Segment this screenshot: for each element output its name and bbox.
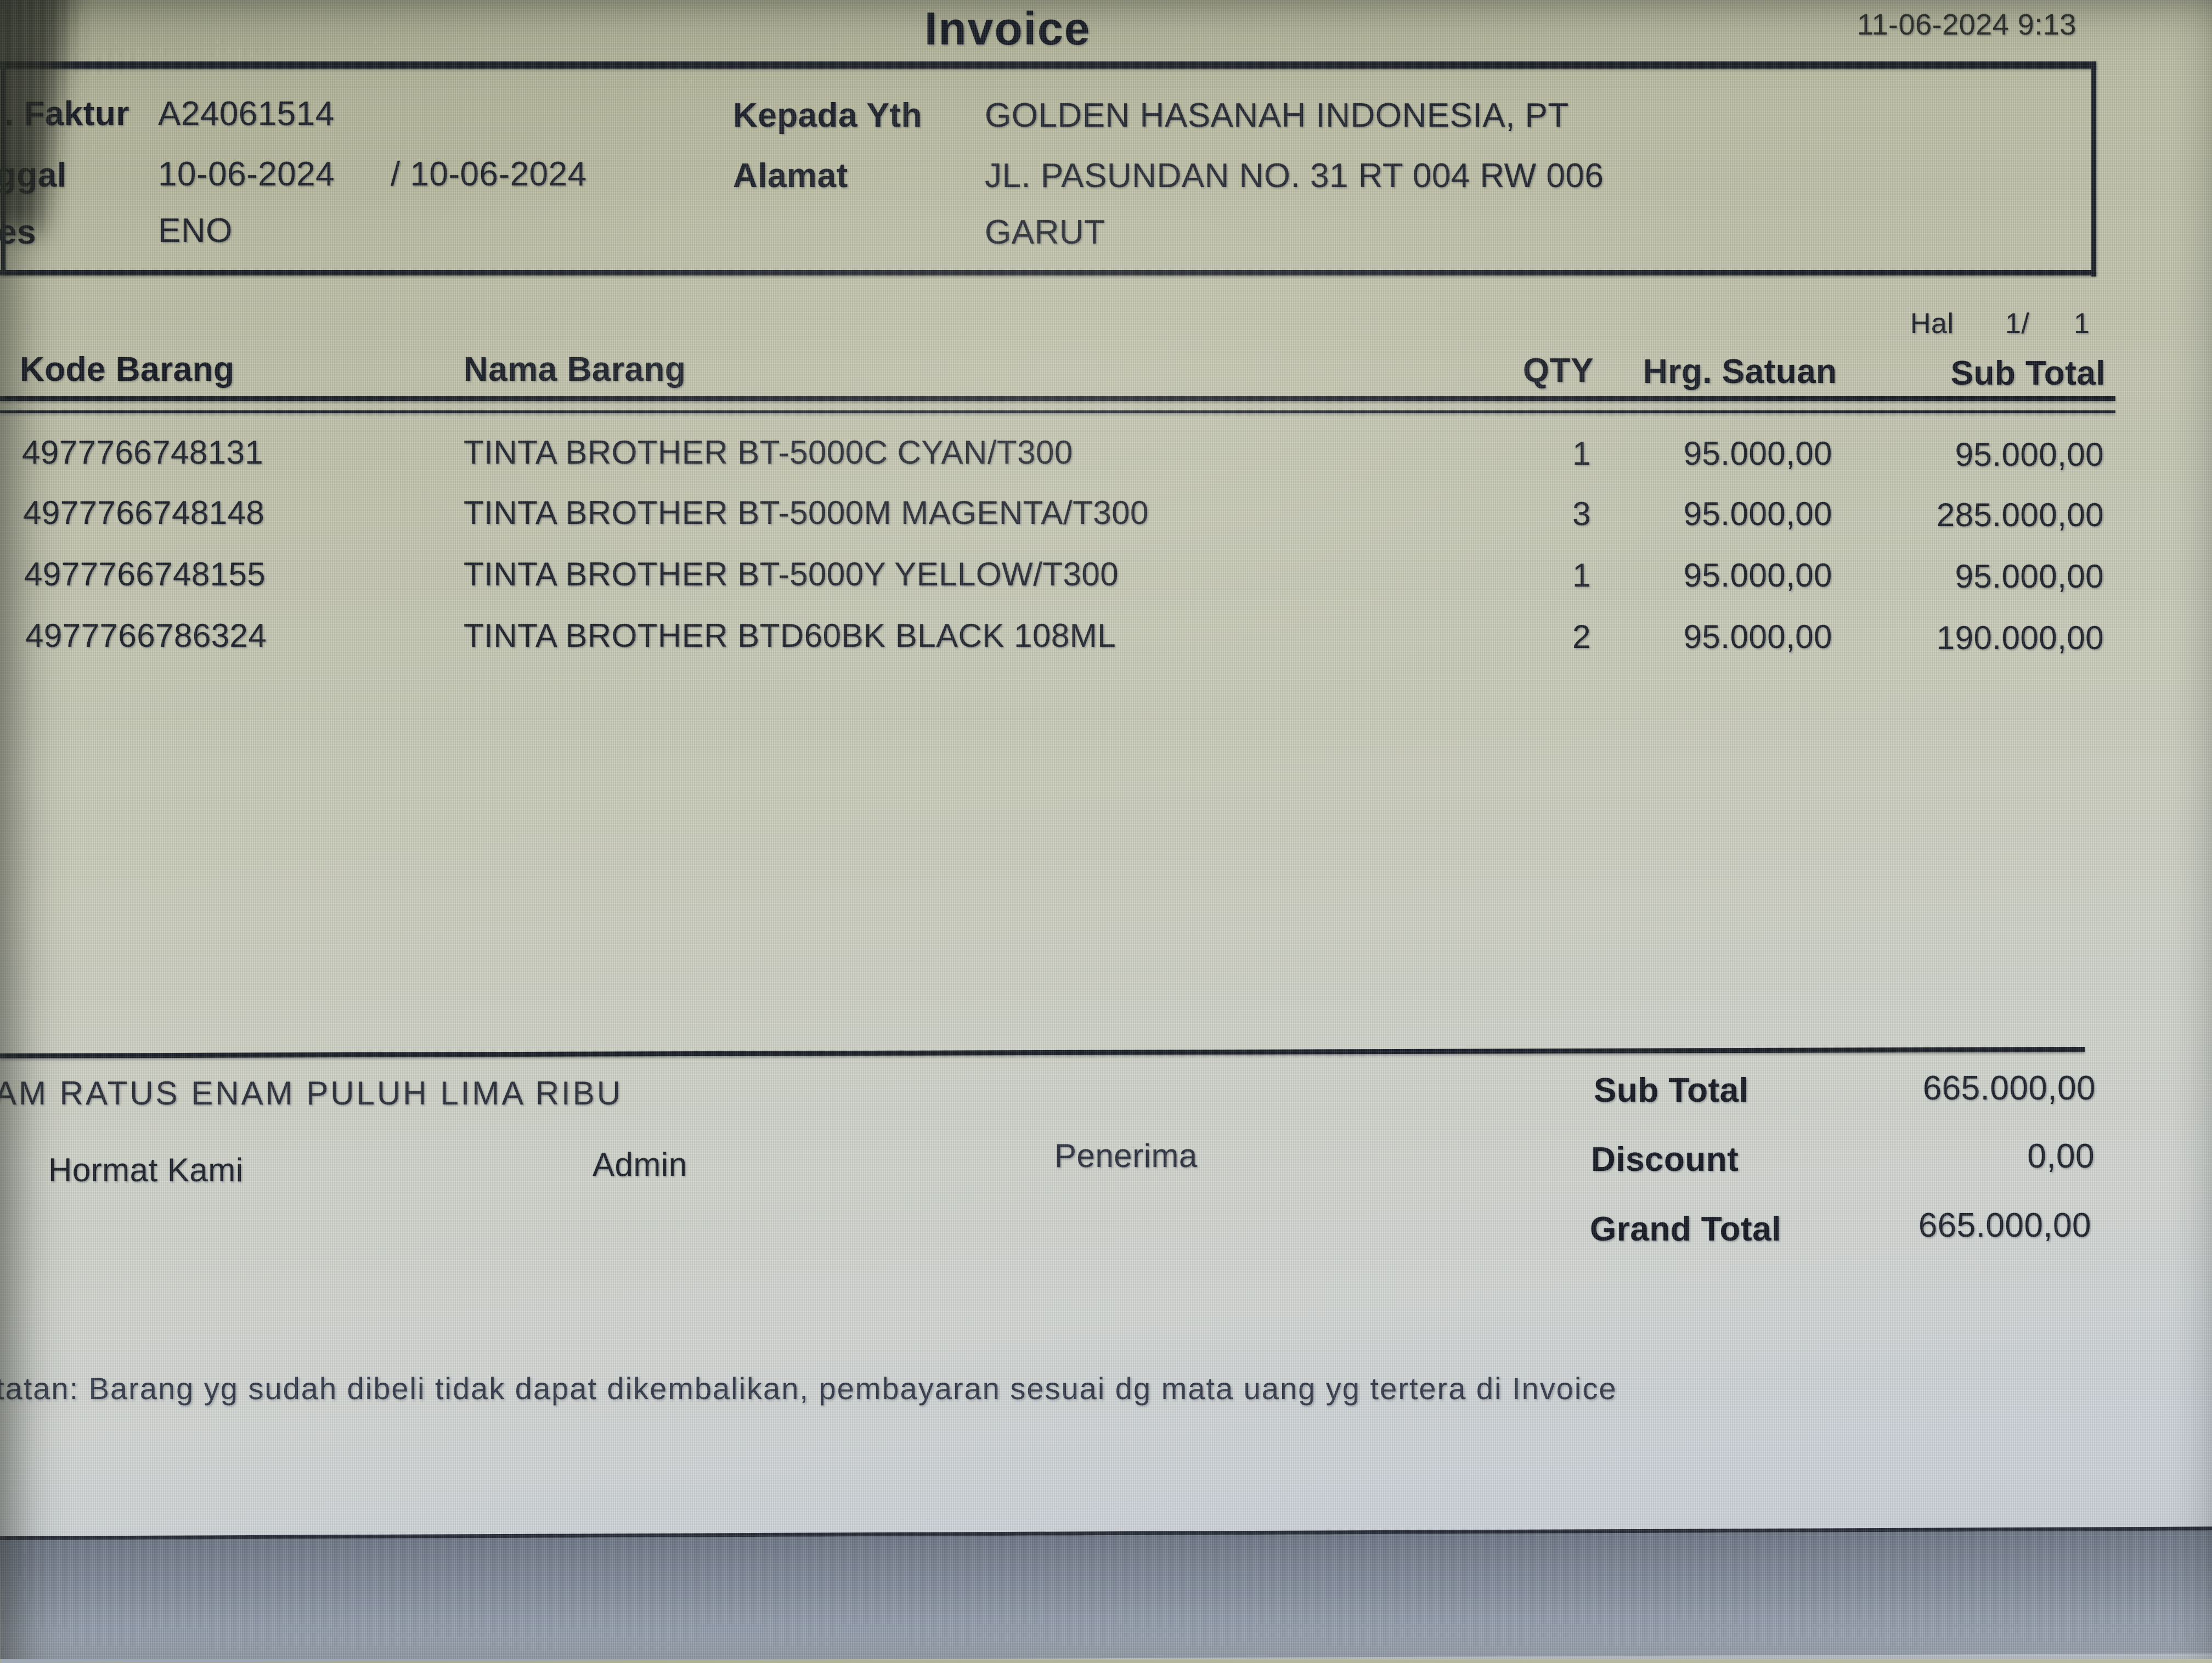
row-subtotal: 95.000,00 [1955,436,2104,473]
table-header-rule-thick [0,396,2115,401]
row-qty: 1 [1572,435,1591,472]
tanggal-value: 10-06-2024 [158,155,335,193]
row-kode: 4977766748131 [22,434,264,471]
col-header-subtotal: Sub Total [1950,354,2106,392]
row-qty: 1 [1572,557,1591,594]
kepada-value: GOLDEN HASANAH INDONESIA, PT [985,97,1569,134]
row-hrg: 95.000,00 [1683,435,1832,472]
col-header-nama: Nama Barang [464,351,686,388]
header-box-bottom-border [0,270,2096,275]
signature-admin: Admin [592,1146,687,1183]
row-hrg: 95.000,00 [1683,618,1832,655]
discount-value: 0,00 [2027,1137,2095,1175]
amount-in-words: AM RATUS ENAM PULUH LIMA RIBU [0,1075,623,1112]
grand-total-label: Grand Total [1590,1210,1781,1248]
col-header-kode: Kode Barang [20,351,235,388]
row-qty: 3 [1572,495,1591,532]
hal-current: 1/ [2005,308,2030,340]
row-subtotal: 285.000,00 [1936,497,2104,533]
tanggal-value-2: / 10-06-2024 [391,155,587,193]
alamat-label: Alamat [733,157,848,195]
header-box-right-border [2091,61,2096,277]
row-nama: TINTA BROTHER BTD60BK BLACK 108ML [464,617,1116,654]
footer-note: tatan: Barang yg sudah dibeli tidak dapa… [0,1371,1617,1406]
hal-label: Hal [1910,308,1954,340]
row-hrg: 95.000,00 [1683,495,1832,532]
sales-value: ENO [158,212,233,250]
subtotal-label: Sub Total [1594,1072,1749,1109]
table-header-rule-thin [0,410,2115,413]
alamat-value: JL. PASUNDAN NO. 31 RT 004 RW 006 [985,157,1604,195]
row-kode: 4977766748148 [23,494,265,531]
row-subtotal: 190.000,00 [1936,619,2104,656]
header-box-top-border [0,61,2096,69]
row-hrg: 95.000,00 [1683,557,1832,594]
kepada-label: Kepada Yth [733,97,922,134]
hal-total: 1 [2074,308,2090,340]
discount-label: Discount [1591,1141,1739,1179]
subtotal-value: 665.000,00 [1922,1069,2096,1107]
alamat-city: GARUT [985,213,1105,251]
faktur-value: A24061514 [158,95,335,133]
signature-hormat-kami: Hormat Kami [48,1152,244,1188]
col-header-qty: QTY [1523,352,1594,390]
bottom-band [0,1526,2212,1663]
col-header-hrg: Hrg. Satuan [1643,353,1837,391]
invoice-title: Invoice [924,3,1091,54]
row-nama: TINTA BROTHER BT-5000C CYAN/T300 [464,434,1073,471]
footer-rule [0,1047,2085,1058]
system-datetime: 11-06-2024 9:13 [1857,8,2076,41]
grand-total-value: 665.000,00 [1918,1207,2091,1244]
row-nama: TINTA BROTHER BT-5000Y YELLOW/T300 [464,556,1119,593]
row-kode: 4977766786324 [25,617,267,654]
row-nama: TINTA BROTHER BT-5000M MAGENTA/T300 [464,494,1149,531]
signature-penerima: Penerima [1054,1137,1198,1174]
row-subtotal: 95.000,00 [1955,558,2104,595]
row-qty: 2 [1572,618,1591,655]
row-kode: 4977766748155 [24,556,266,593]
